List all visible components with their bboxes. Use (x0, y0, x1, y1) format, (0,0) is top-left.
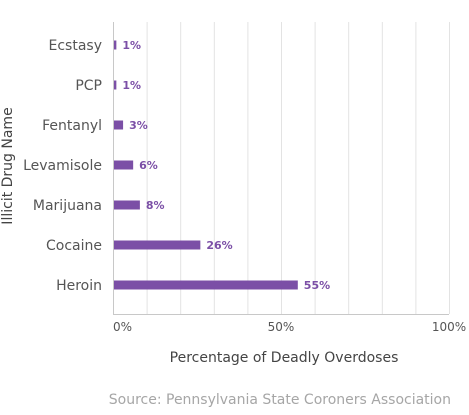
bar (114, 160, 134, 170)
data-label: 1% (122, 79, 141, 92)
bar (114, 240, 201, 250)
bar (114, 120, 124, 130)
category-label: Cocaine (46, 238, 102, 254)
bar (114, 200, 140, 210)
data-label: 6% (139, 159, 158, 172)
y-axis-title: Illicit Drug Name (0, 107, 16, 224)
data-label: 26% (206, 239, 232, 252)
x-axis-title: Percentage of Deadly Overdoses (170, 350, 399, 366)
category-label: Fentanyl (42, 118, 102, 134)
bar (114, 280, 298, 290)
bar (114, 40, 117, 50)
bar (114, 80, 117, 90)
category-label: PCP (75, 78, 102, 94)
category-label: Marijuana (33, 198, 102, 214)
x-tick-label: 0% (113, 320, 132, 334)
category-label: Ecstasy (49, 38, 102, 54)
category-label: Heroin (56, 278, 102, 294)
category-label: Levamisole (23, 158, 102, 174)
data-label: 1% (122, 39, 141, 52)
source-note: Source: Pennsylvania State Coroners Asso… (108, 392, 451, 408)
data-label: 55% (304, 279, 330, 292)
x-tick-label: 50% (268, 320, 295, 334)
data-label: 3% (129, 119, 148, 132)
x-tick-label: 100% (432, 320, 466, 334)
data-label: 8% (146, 199, 165, 212)
